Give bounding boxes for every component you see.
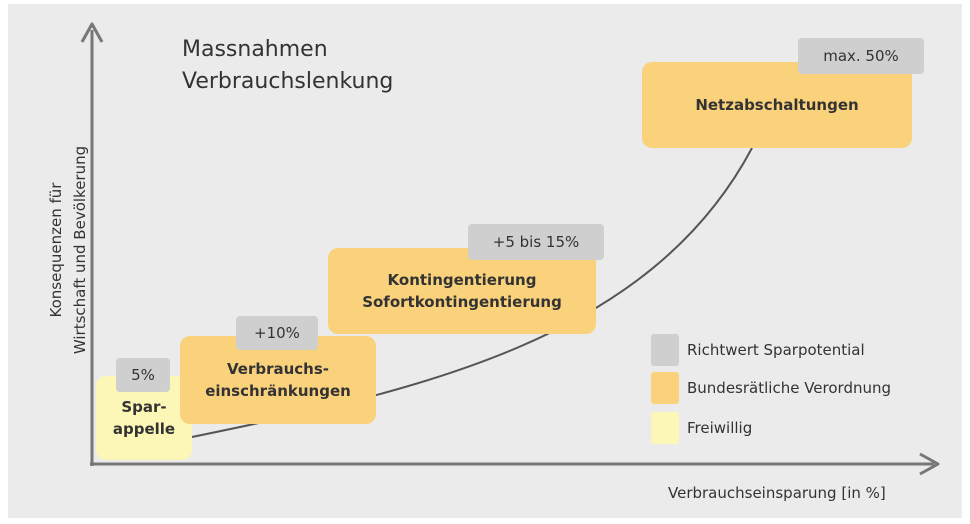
measure-box-sparappelle: Spar- appelle bbox=[96, 376, 192, 460]
y-axis-label: Konsequenzen für Wirtschaft und Bevölker… bbox=[44, 115, 94, 385]
legend-swatch-yellow bbox=[651, 412, 679, 444]
x-axis-arrowhead bbox=[919, 452, 940, 476]
savings-badge-netzabschaltungen: max. 50% bbox=[798, 38, 924, 74]
measure-label-line: Verbrauchs- bbox=[226, 360, 330, 378]
measure-label-line: Kontingentierung bbox=[387, 271, 537, 289]
y-axis-label-line-2: Wirtschaft und Bevölkerung bbox=[71, 145, 89, 355]
legend-label: Bundesrätliche Verordnung bbox=[687, 379, 892, 397]
legend-label: Freiwillig bbox=[687, 419, 753, 437]
savings-badge-kontingentierung: +5 bis 15% bbox=[468, 224, 604, 260]
savings-badge-verbrauchseinschraenkungen: +10% bbox=[236, 316, 318, 350]
measure-box-kontingentierung: Kontingentierung Sofortkontingentierung bbox=[328, 248, 596, 334]
measure-label-line: Spar- bbox=[121, 398, 167, 416]
diagram-title: Massnahmen Verbrauchslenkung bbox=[182, 34, 393, 98]
legend-item-bundesraetlich: Bundesrätliche Verordnung bbox=[651, 372, 891, 404]
measure-label-line: einschränkungen bbox=[205, 382, 351, 400]
y-axis-label-line-1: Konsequenzen für bbox=[47, 182, 65, 318]
legend-swatch-orange bbox=[651, 372, 679, 404]
savings-badge-sparappelle: 5% bbox=[116, 358, 170, 392]
legend-item-freiwillig: Freiwillig bbox=[651, 412, 752, 444]
y-axis-arrowhead bbox=[80, 22, 104, 43]
x-axis-label: Verbrauchseinsparung [in %] bbox=[668, 484, 886, 502]
title-line-2: Verbrauchslenkung bbox=[182, 69, 394, 94]
measure-label-line: Sofortkontingentierung bbox=[362, 293, 562, 311]
measure-box-verbrauchseinschraenkungen: Verbrauchs- einschränkungen bbox=[180, 336, 376, 424]
legend-swatch-gray bbox=[651, 334, 679, 366]
measure-label-line: appelle bbox=[112, 420, 176, 438]
measure-box-netzabschaltungen: Netzabschaltungen bbox=[642, 62, 912, 148]
legend-item-richtwert: Richtwert Sparpotential bbox=[651, 334, 865, 366]
title-line-1: Massnahmen bbox=[182, 37, 328, 62]
legend-label: Richtwert Sparpotential bbox=[687, 341, 865, 359]
measure-label-line: Netzabschaltungen bbox=[695, 96, 859, 114]
